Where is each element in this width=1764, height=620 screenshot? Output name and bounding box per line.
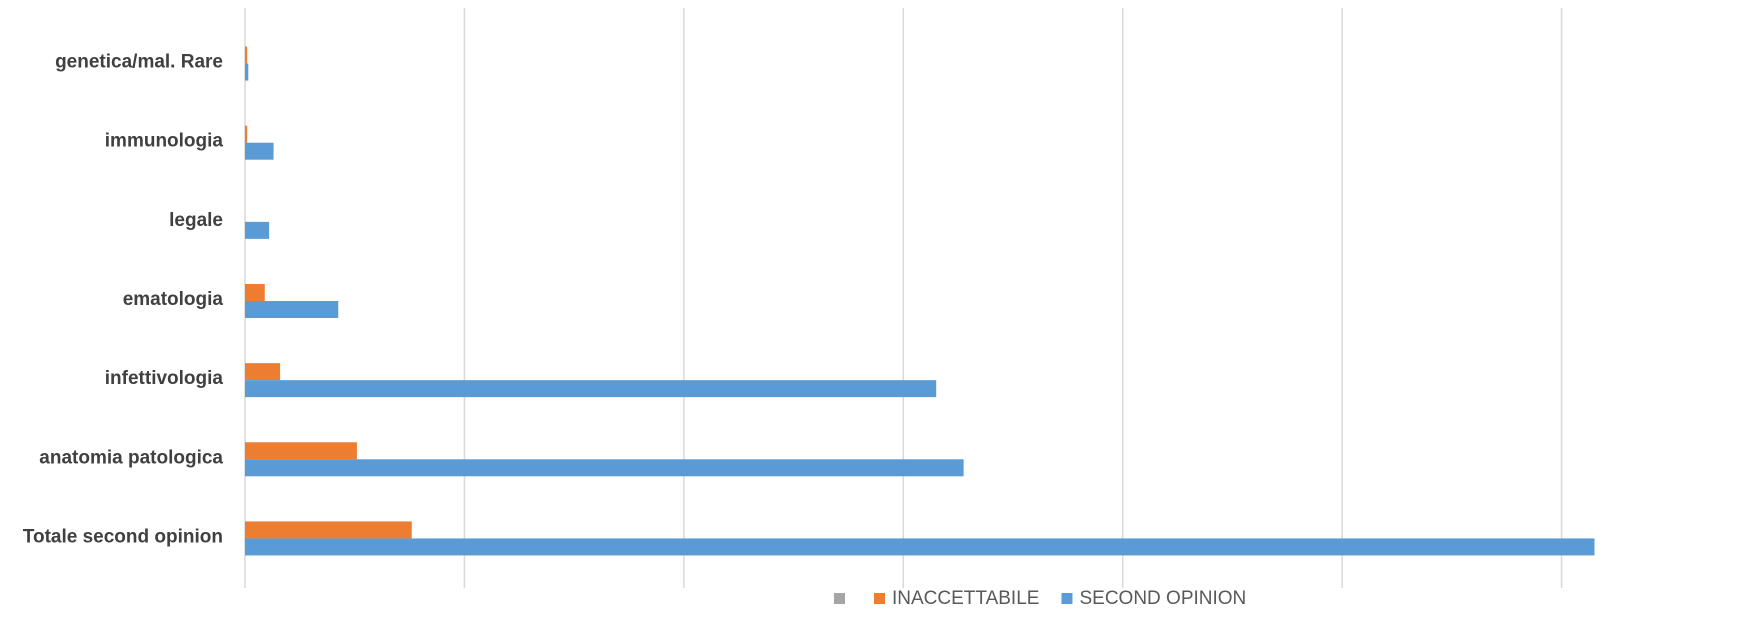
- legend-swatch-1: [874, 593, 885, 604]
- bar-inaccettabile-5: [245, 442, 357, 460]
- bar-inaccettabile-4: [245, 363, 281, 381]
- category-label: ematologia: [123, 289, 224, 310]
- bar-inaccettabile-3: [245, 284, 265, 301]
- legend-label: INACCETTABILE: [892, 588, 1039, 609]
- bar-inaccettabile-1: [245, 125, 248, 143]
- category-labels: genetica/mal. Rare immunologia legale emato…: [23, 52, 224, 548]
- bar-second-opinion-5: [245, 459, 964, 477]
- legend-swatch-2: [1061, 593, 1073, 604]
- category-label: legale: [169, 210, 223, 231]
- bars: [245, 46, 1595, 556]
- category-label: Totale second opinion: [23, 526, 223, 547]
- legend-label: SECOND OPINION: [1079, 588, 1246, 609]
- category-label: anatomia patologica: [39, 447, 223, 468]
- bar-inaccettabile-6: [245, 521, 412, 539]
- bar-second-opinion-0: [245, 63, 249, 81]
- bar-second-opinion-1: [245, 142, 274, 160]
- category-label: genetica/mal. Rare: [55, 52, 223, 73]
- category-label: immunologia: [105, 131, 224, 152]
- bar-second-opinion-2: [245, 221, 270, 239]
- grid-lines: [244, 8, 1563, 588]
- legend: INACCETTABILE SECOND OPINION: [834, 588, 1246, 609]
- category-label: infettivologia: [105, 368, 224, 389]
- bar-second-opinion-3: [245, 301, 339, 318]
- bar-second-opinion-6: [245, 538, 1595, 556]
- bar-inaccettabile-0: [245, 46, 248, 64]
- bar-second-opinion-4: [245, 380, 937, 398]
- legend-swatch-0: [834, 593, 845, 604]
